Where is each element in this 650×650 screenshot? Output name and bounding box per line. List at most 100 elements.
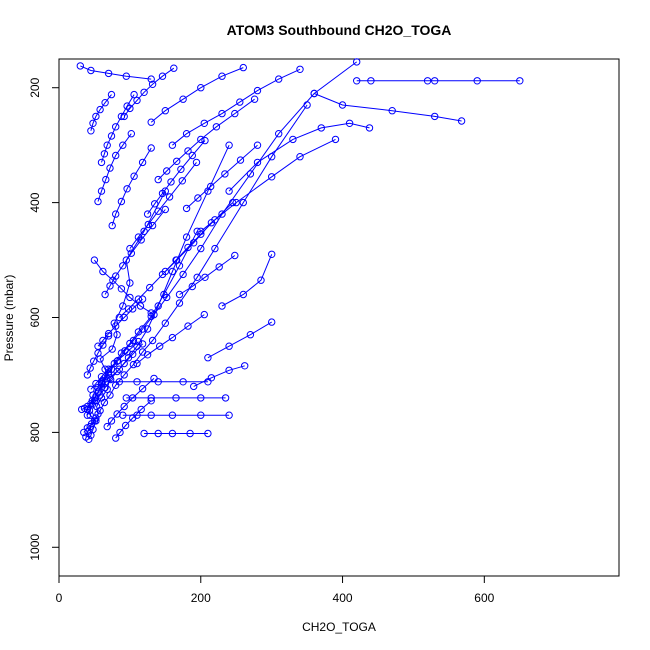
series-line: [314, 93, 462, 122]
profile-series: [168, 65, 304, 149]
x-tick-label: 600: [474, 591, 494, 605]
data-point: [367, 77, 375, 85]
data-point: [473, 77, 481, 85]
data-point: [179, 95, 187, 103]
profile-series: [140, 429, 212, 438]
data-point: [197, 411, 205, 419]
data-point: [201, 136, 209, 145]
data-point: [96, 391, 104, 399]
data-point: [126, 104, 134, 113]
data-point: [112, 123, 120, 131]
data-point: [147, 411, 155, 419]
data-point: [388, 107, 396, 115]
data-point: [103, 141, 111, 149]
y-tick-label: 200: [28, 77, 42, 97]
data-point: [107, 417, 116, 425]
data-point: [134, 337, 143, 346]
data-point: [253, 86, 262, 95]
data-point: [143, 351, 152, 359]
data-point: [156, 342, 164, 350]
y-axis-title: Pressure (mbar): [2, 275, 16, 362]
data-point: [365, 124, 374, 132]
data-point: [108, 221, 116, 230]
data-point: [231, 251, 239, 260]
data-point: [229, 198, 237, 207]
profile-series: [190, 362, 249, 391]
data-point: [100, 398, 109, 407]
data-point: [90, 357, 98, 365]
y-tick-label: 800: [28, 422, 42, 442]
profile-series: [119, 411, 233, 419]
data-point: [97, 158, 106, 167]
data-point: [201, 273, 209, 281]
data-point: [119, 411, 127, 419]
data-point: [246, 170, 255, 178]
data-point: [138, 158, 147, 167]
data-point: [133, 359, 141, 368]
data-point: [218, 302, 226, 310]
data-point: [120, 359, 128, 368]
data-point: [112, 434, 120, 442]
data-point: [150, 374, 158, 383]
data-point: [95, 387, 103, 395]
data-point: [289, 135, 297, 144]
data-point: [225, 342, 233, 350]
data-point: [140, 88, 148, 97]
data-point: [134, 295, 143, 303]
series-line: [193, 365, 245, 387]
data-point: [204, 354, 212, 362]
data-point: [87, 127, 95, 135]
data-point: [129, 394, 137, 402]
data-point: [130, 90, 138, 99]
profile-series: [103, 374, 158, 431]
series-line: [101, 94, 135, 163]
series-line: [90, 341, 139, 390]
data-point: [218, 210, 226, 218]
data-point: [173, 256, 181, 264]
data-point: [151, 200, 159, 208]
series-layer: [76, 58, 524, 443]
data-point: [112, 322, 120, 330]
y-tick-label: 1000: [28, 534, 42, 561]
data-point: [119, 262, 127, 270]
data-point: [113, 367, 121, 376]
data-point: [179, 270, 187, 279]
y-tick-label: 600: [28, 307, 42, 327]
x-tick-label: 400: [333, 591, 353, 605]
data-point: [175, 262, 184, 270]
profile-series: [83, 58, 361, 419]
data-point: [190, 382, 198, 391]
profile-series: [115, 219, 216, 322]
data-point: [101, 383, 109, 392]
data-point: [431, 77, 439, 85]
data-point: [143, 325, 152, 333]
data-point: [76, 62, 85, 70]
profile-series: [87, 90, 116, 135]
data-point: [275, 75, 283, 83]
data-point: [236, 98, 244, 106]
profile-series: [101, 205, 170, 299]
series-line: [83, 104, 308, 433]
data-point: [197, 84, 205, 92]
profile-series: [76, 62, 155, 83]
data-point: [179, 378, 187, 386]
data-point: [137, 236, 145, 244]
data-point: [124, 305, 133, 313]
data-point: [207, 182, 215, 191]
data-point: [184, 243, 192, 252]
data-point: [138, 340, 147, 348]
series-line: [123, 67, 175, 117]
data-point: [353, 77, 361, 85]
data-point: [161, 205, 170, 214]
data-point: [136, 302, 145, 310]
data-point: [431, 112, 439, 121]
data-point: [165, 193, 174, 201]
data-point: [108, 345, 116, 353]
data-point: [257, 276, 265, 284]
data-point: [188, 151, 197, 160]
data-point: [86, 411, 94, 419]
data-point: [96, 105, 104, 114]
x-tick-label: 0: [56, 591, 63, 605]
x-axis: 0 200 400 600: [56, 576, 495, 605]
y-tick-label: 400: [28, 192, 42, 212]
